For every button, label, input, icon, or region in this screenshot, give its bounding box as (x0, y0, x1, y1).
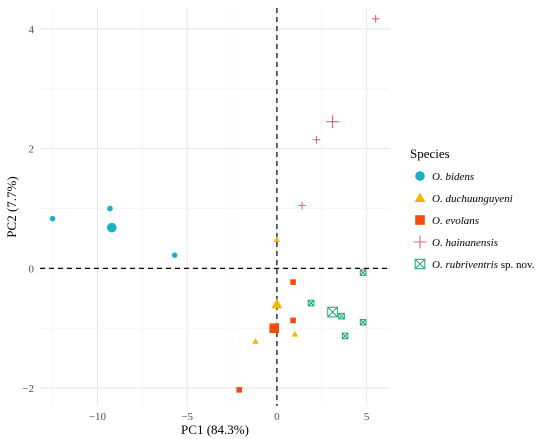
data-points (49, 14, 380, 393)
data-point (49, 215, 56, 222)
legend-key (414, 192, 426, 203)
legend-title: Species (410, 146, 450, 161)
centroid-point (106, 222, 117, 233)
legend-item: O. bidens (415, 171, 474, 183)
x-tick-label: 5 (364, 411, 370, 423)
legend: Species O. bidens O. duchuunguyeni O. evol… (410, 146, 535, 271)
x-tick-label: −10 (89, 411, 107, 423)
data-point (171, 252, 178, 258)
x-tick-label: −5 (181, 411, 193, 423)
legend-key (415, 215, 425, 225)
x-tick-label: 0 (274, 411, 280, 423)
centroid-point (269, 323, 280, 333)
data-point (338, 312, 345, 320)
legend-item: O. hainanensis (413, 235, 498, 249)
legend-item: O. evolans (415, 215, 479, 227)
legend-label: O. duchuunguyeni (432, 193, 513, 205)
x-axis-ticks: −10 −5 0 5 (89, 411, 370, 423)
series-2 (236, 279, 296, 393)
data-point (236, 387, 243, 393)
data-point (371, 14, 380, 23)
legend-item: O. rubriventris sp. nov. (414, 258, 535, 271)
data-point (341, 332, 349, 340)
data-point (107, 205, 113, 212)
y-axis-ticks: −2 0 2 4 (22, 24, 34, 395)
y-tick-label: 4 (29, 24, 35, 36)
legend-label: O. evolans (432, 215, 479, 227)
legend-key (413, 235, 427, 249)
y-tick-label: 0 (29, 263, 35, 275)
legend-label: O. hainanensis (432, 237, 498, 249)
data-point (252, 338, 259, 344)
series-0 (49, 205, 178, 258)
legend-label: O. bidens (432, 171, 474, 183)
y-axis-title: PC2 (7.7%) (4, 176, 19, 237)
y-tick-label: 2 (29, 144, 35, 156)
data-point (359, 318, 367, 326)
legend-item: O. duchuunguyeni (414, 192, 513, 205)
data-point (290, 279, 296, 285)
data-point (298, 201, 306, 210)
centroid-point (271, 298, 283, 309)
data-point (312, 135, 321, 144)
data-point (273, 236, 281, 243)
centroid-point (327, 306, 338, 318)
data-point (290, 317, 296, 324)
reference-lines (40, 8, 390, 406)
y-tick-label: −2 (22, 383, 34, 395)
data-point (307, 299, 315, 307)
legend-key (414, 258, 426, 270)
x-axis-title: PC1 (84.3%) (181, 422, 249, 437)
legend-label: O. rubriventris sp. nov. (432, 259, 535, 271)
series-4 (307, 269, 367, 340)
centroid-point (326, 115, 340, 129)
series-3 (298, 14, 380, 210)
data-point (291, 330, 299, 337)
data-point (359, 269, 367, 276)
legend-key (415, 171, 425, 181)
